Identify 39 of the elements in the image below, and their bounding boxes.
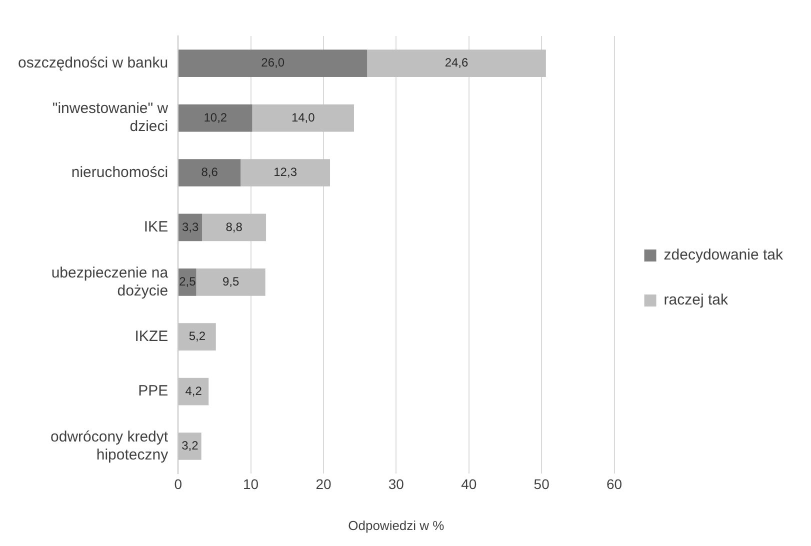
y-tick-label: IKE xyxy=(144,218,168,236)
bar xyxy=(367,50,546,78)
bar xyxy=(178,50,368,78)
x-axis-title: Odpowiedzi w % xyxy=(348,518,445,533)
data-label: 3,2 xyxy=(182,438,199,453)
data-label: 24,6 xyxy=(444,56,469,70)
x-tick-label: 40 xyxy=(461,476,477,492)
legend-label: zdecydowanie tak xyxy=(664,246,784,264)
y-tick-label: odwrócony kredyt hipoteczny xyxy=(50,428,169,464)
y-tick-label: ubezpieczenie na dożycie xyxy=(51,264,169,300)
x-tick-label: 20 xyxy=(316,476,332,492)
data-label: 12,3 xyxy=(274,165,298,180)
x-tick-label: 30 xyxy=(388,476,404,492)
bar xyxy=(178,104,252,132)
data-label: 5,2 xyxy=(188,329,206,344)
data-label: 3,3 xyxy=(182,220,199,234)
data-label: 9,5 xyxy=(222,274,240,288)
y-tick-label: IKZE xyxy=(134,328,168,345)
data-label: 26,0 xyxy=(261,56,285,70)
y-tick-label: oszczędności w banku xyxy=(18,54,168,72)
data-label: 10,2 xyxy=(204,110,228,124)
bar xyxy=(202,214,266,242)
legend-label: raczej tak xyxy=(664,292,728,309)
x-tick-label: 0 xyxy=(174,476,182,492)
bar xyxy=(196,268,266,296)
data-label: 14,0 xyxy=(291,110,316,124)
y-tick-label: nieruchomości xyxy=(71,164,168,181)
data-label: 8,6 xyxy=(201,165,218,180)
x-tick-label: 50 xyxy=(534,476,550,492)
data-label: 4,2 xyxy=(185,384,202,398)
bar xyxy=(240,159,330,186)
data-label: 8,8 xyxy=(226,220,243,234)
y-tick-label: PPE xyxy=(138,382,168,400)
bar xyxy=(178,159,241,186)
x-tick-label: 10 xyxy=(242,476,259,492)
y-tick-label: "inwestowanie" w dzieci xyxy=(52,100,168,136)
bar xyxy=(252,104,354,132)
x-tick-label: 60 xyxy=(606,476,622,492)
data-label: 2,5 xyxy=(179,274,196,288)
